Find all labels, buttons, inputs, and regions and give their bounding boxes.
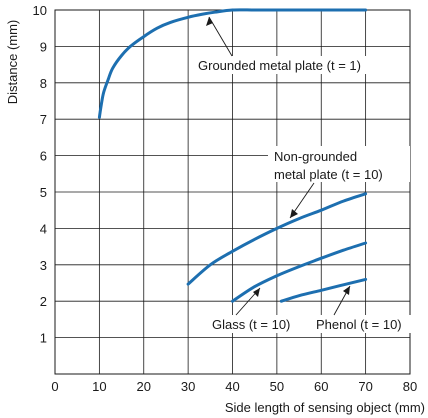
annotation-nongrounded-line2: metal plate (t = 10) <box>274 167 383 182</box>
y-tick-label: 2 <box>40 294 47 309</box>
y-tick-label: 6 <box>40 149 47 164</box>
arrowhead-grounded <box>206 17 213 26</box>
x-tick-label: 60 <box>314 379 328 394</box>
annotation-bg-grounded <box>196 56 390 74</box>
x-tick-label: 30 <box>181 379 195 394</box>
y-tick-labels: 1 2 3 4 5 6 7 8 9 10 <box>33 3 47 346</box>
y-tick-label: 9 <box>40 39 47 54</box>
y-axis-title: Distance (mm) <box>5 20 20 105</box>
x-tick-label: 50 <box>270 379 284 394</box>
leader-grounded <box>208 16 233 57</box>
series-line-3 <box>231 241 368 303</box>
annotation-glass: Glass (t = 10) <box>212 317 290 332</box>
x-tick-label: 70 <box>358 379 372 394</box>
y-tick-label: 4 <box>40 221 47 236</box>
annotation-bg-nongrounded <box>268 146 410 182</box>
arrowhead-nongrounded <box>290 209 298 218</box>
y-tick-label: 7 <box>40 112 47 127</box>
y-tick-label: 10 <box>33 3 47 18</box>
annotation-phenol: Phenol (t = 10) <box>316 317 402 332</box>
annotation-bg-glass <box>208 315 312 333</box>
y-tick-label: 5 <box>40 185 47 200</box>
x-tick-label: 10 <box>92 379 106 394</box>
y-tick-label: 8 <box>40 76 47 91</box>
series-line-1 <box>97 8 368 119</box>
annotation-leaders <box>206 16 351 316</box>
x-tick-label: 20 <box>137 379 151 394</box>
annotation-grounded: Grounded metal plate (t = 1) <box>198 58 361 73</box>
x-tick-labels: 0 10 20 30 40 50 60 70 80 <box>51 379 417 394</box>
y-tick-label: 1 <box>40 331 47 346</box>
series-line-4 <box>279 277 368 303</box>
arrowhead-glass <box>253 288 260 297</box>
arrowhead-phenol <box>343 286 350 295</box>
x-axis-title: Side length of sensing object (mm) <box>225 400 425 415</box>
x-tick-label: 80 <box>403 379 417 394</box>
x-tick-label: 40 <box>225 379 239 394</box>
series-curves <box>97 8 368 303</box>
x-tick-label: 0 <box>51 379 58 394</box>
y-tick-label: 3 <box>40 258 47 273</box>
annotation-nongrounded-line1: Non-grounded <box>274 149 357 164</box>
series-line-2 <box>186 192 368 286</box>
annotation-bg-phenol <box>312 315 416 333</box>
